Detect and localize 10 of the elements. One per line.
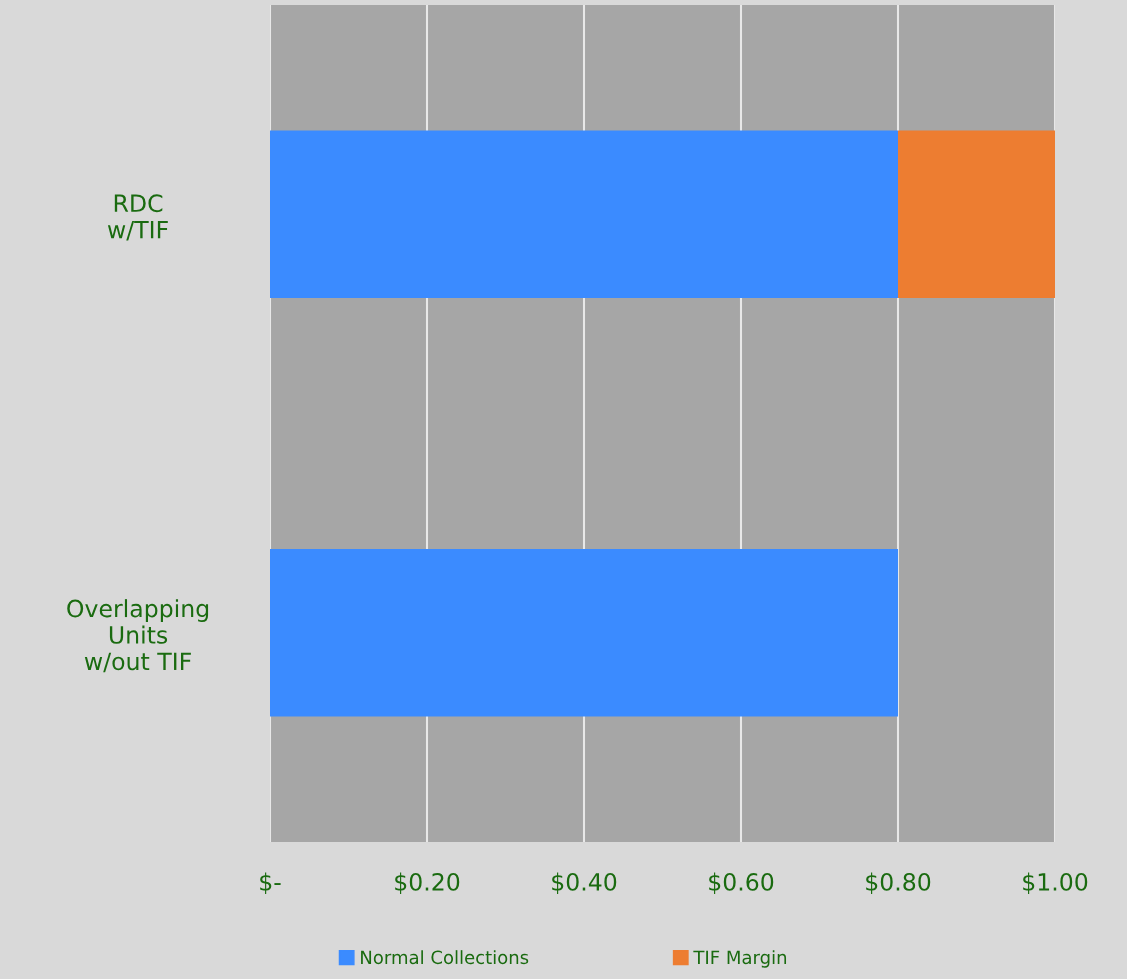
x-tick-label: $0.60 xyxy=(709,872,774,894)
x-tick-label: $- xyxy=(260,872,281,894)
x-tick-label: $0.20 xyxy=(395,872,460,894)
legend-label: TIF Margin xyxy=(693,950,787,968)
y-tick-label: Overlapping Units w/out TIF xyxy=(67,599,209,673)
x-tick-label: $0.80 xyxy=(866,872,931,894)
x-tick-label: $1.00 xyxy=(1023,872,1088,894)
legend-label: Normal Collections xyxy=(361,950,529,965)
y-tick-label: RDC w/TIF xyxy=(107,194,168,241)
x-tick-label: $0.40 xyxy=(552,872,617,894)
